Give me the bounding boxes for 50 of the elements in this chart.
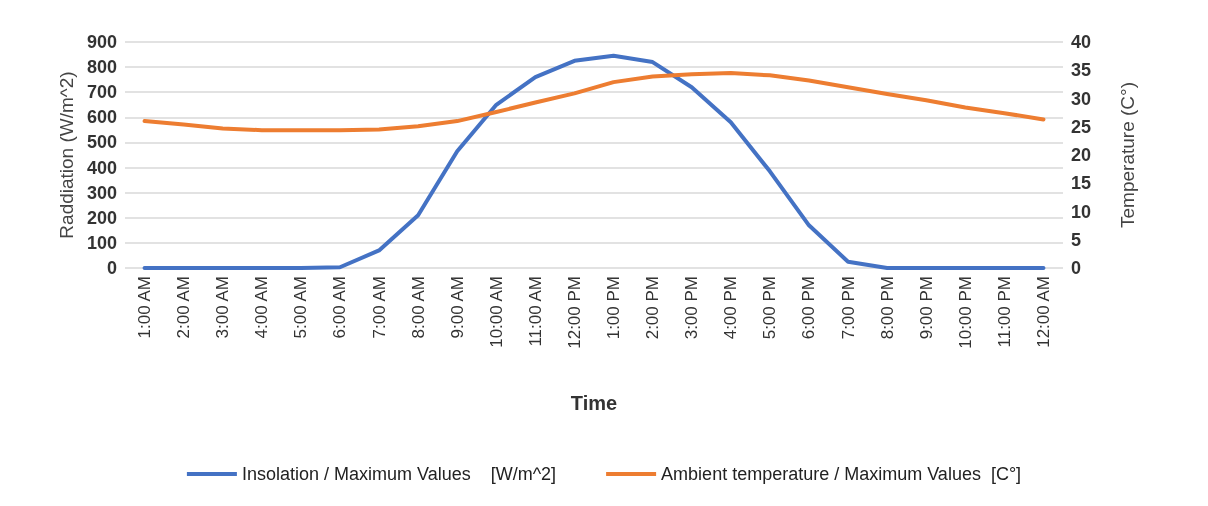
y2-axis-title: Temperature (C°) bbox=[1117, 82, 1138, 228]
y-tick-label: 100 bbox=[86, 232, 117, 253]
x-tick-label: 10:00 PM bbox=[955, 276, 975, 349]
x-tick-label: 3:00 PM bbox=[682, 276, 702, 340]
x-tick-label: 2:00 PM bbox=[643, 276, 663, 340]
y2-tick-label: 20 bbox=[1071, 145, 1092, 165]
x-tick-label: 7:00 PM bbox=[838, 276, 858, 340]
legend-label: Ambient temperature / Maximum Values [C°] bbox=[661, 464, 1022, 484]
y2-tick-label: 35 bbox=[1071, 60, 1092, 81]
x-axis-title: Time bbox=[570, 392, 618, 414]
y-axis-title: Raddiation (W/m^2) bbox=[56, 71, 78, 239]
y-tick-label: 700 bbox=[86, 82, 117, 103]
x-tick-label: 4:00 PM bbox=[721, 276, 741, 340]
y2-tick-label: 10 bbox=[1071, 201, 1092, 222]
y-tick-label: 800 bbox=[86, 57, 117, 78]
x-tick-label: 1:00 AM bbox=[135, 276, 155, 339]
x-tick-label: 8:00 AM bbox=[408, 276, 428, 339]
x-tick-label: 9:00 PM bbox=[916, 276, 936, 340]
x-tick-label: 1:00 PM bbox=[604, 276, 624, 340]
line-series bbox=[142, 71, 1046, 133]
x-tick-label: 2:00 AM bbox=[174, 276, 194, 339]
legend-label: Insolation / Maximum Values [W/m^2] bbox=[241, 464, 557, 484]
x-tick-label: 6:00 PM bbox=[799, 276, 819, 340]
x-tick-label: 4:00 AM bbox=[252, 276, 272, 339]
y2-tick-label: 15 bbox=[1071, 173, 1092, 194]
y2-tick-label: 25 bbox=[1071, 116, 1092, 137]
y-tick-label: 200 bbox=[86, 207, 117, 228]
y-tick-label: 300 bbox=[86, 182, 117, 203]
x-tick-label: 12:00 AM bbox=[1033, 276, 1053, 348]
y2-tick-label: 30 bbox=[1071, 88, 1092, 109]
x-tick-label: 10:00 AM bbox=[486, 276, 506, 348]
y-tick-label: 900 bbox=[86, 32, 117, 52]
y2-tick-label: 5 bbox=[1071, 229, 1082, 250]
x-tick-label: 12:00 PM bbox=[564, 276, 584, 349]
x-tick-label: 8:00 PM bbox=[877, 276, 897, 340]
y-tick-label: 0 bbox=[106, 258, 117, 278]
x-tick-label: 5:00 AM bbox=[291, 276, 311, 339]
x-tick-label: 9:00 AM bbox=[447, 276, 467, 339]
line-series bbox=[142, 53, 1046, 270]
y-tick-label: 600 bbox=[86, 107, 117, 128]
y-tick-label: 400 bbox=[86, 157, 117, 178]
y2-tick-label: 40 bbox=[1071, 32, 1092, 52]
x-tick-label: 5:00 PM bbox=[760, 276, 780, 340]
x-tick-label: 7:00 AM bbox=[369, 276, 389, 339]
x-tick-label: 6:00 AM bbox=[330, 276, 350, 339]
x-tick-label: 11:00 PM bbox=[994, 276, 1014, 348]
y2-tick-label: 0 bbox=[1071, 258, 1082, 278]
x-tick-label: 11:00 AM bbox=[525, 276, 545, 347]
y-tick-label: 500 bbox=[86, 132, 117, 153]
x-tick-label: 3:00 AM bbox=[213, 276, 233, 339]
